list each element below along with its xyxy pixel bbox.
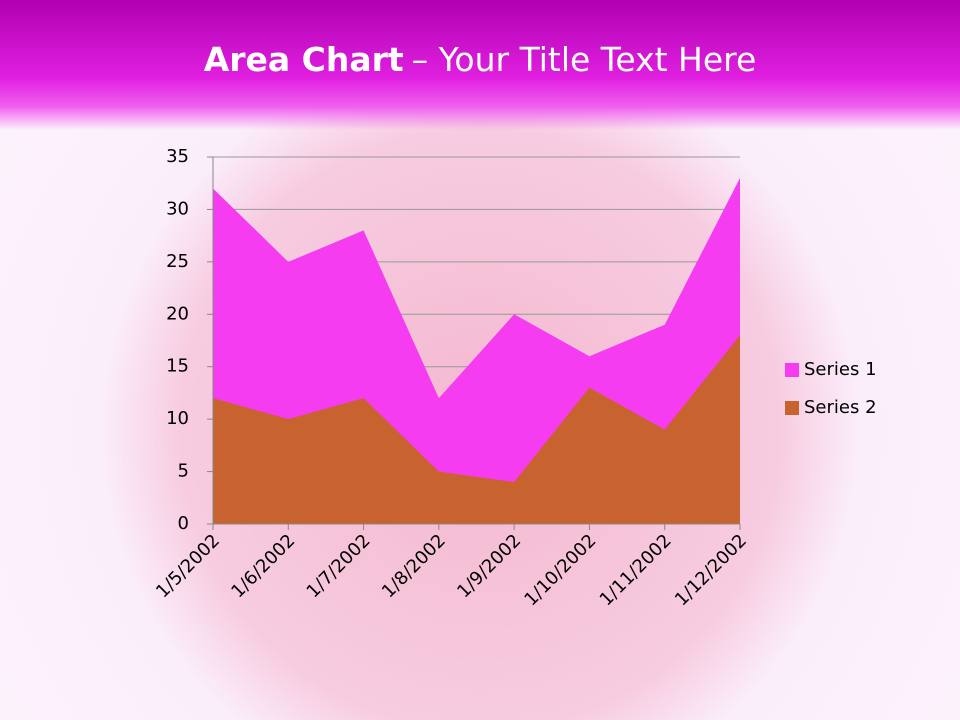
y-tick-label: 15 (166, 356, 189, 377)
title-rest: – Your Title Text Here (411, 40, 757, 79)
y-tick-label: 30 (166, 198, 189, 219)
x-tick-label: 1/12/2002 (671, 530, 751, 610)
y-tick-label: 0 (178, 513, 189, 534)
y-tick-label: 20 (166, 303, 189, 324)
title-bar (0, 0, 960, 130)
y-tick-label: 35 (166, 146, 189, 167)
x-tick-label: 1/5/2002 (152, 530, 224, 602)
x-tick-label: 1/10/2002 (520, 530, 600, 610)
area (213, 335, 740, 524)
legend-swatch (785, 401, 799, 415)
x-tick-label: 1/8/2002 (378, 530, 450, 602)
x-tick-label: 1/6/2002 (227, 530, 299, 602)
title-bold: Area Chart (203, 40, 404, 79)
slide-title: Area Chart – Your Title Text Here (0, 40, 960, 79)
x-tick-label: 1/7/2002 (303, 530, 375, 602)
legend-swatch (785, 363, 799, 377)
x-tick-label: 1/9/2002 (453, 530, 525, 602)
legend-label: Series 2 (804, 397, 877, 418)
legend-label: Series 1 (804, 359, 877, 380)
y-tick-label: 5 (178, 461, 189, 482)
y-tick-label: 10 (166, 408, 189, 429)
y-tick-label: 25 (166, 251, 189, 272)
x-tick-label: 1/11/2002 (596, 530, 676, 610)
